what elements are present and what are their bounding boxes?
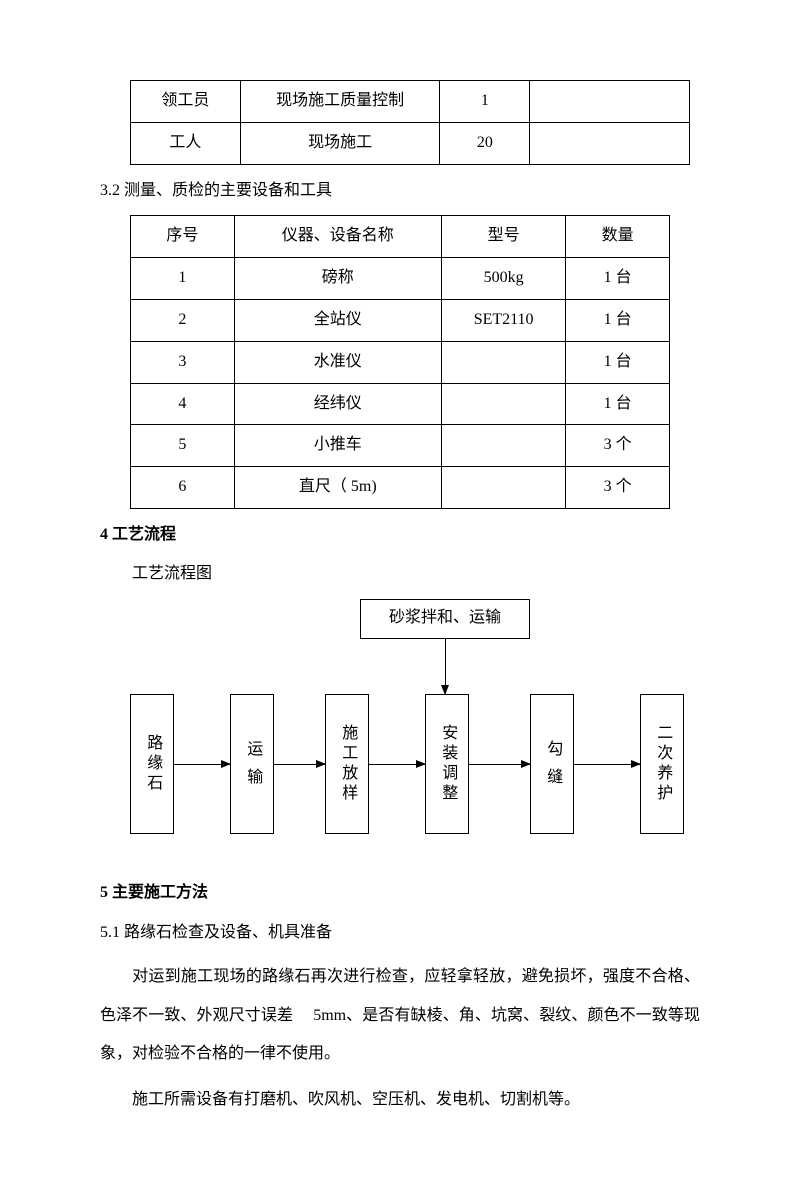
paragraph-2: 施工所需设备有打磨机、吹风机、空压机、发电机、切割机等。 [100,1081,700,1119]
equipment-table: 序号 仪器、设备名称 型号 数量 1磅称500kg1 台 2全站仪SET2110… [130,215,670,509]
arrow-right-icon [174,764,230,765]
arrow-right-icon [369,764,425,765]
table-row: 2全站仪SET21101 台 [131,299,670,341]
paragraph-1-text: 对运到施工现场的路缘石再次进行检查，应轻拿轻放，避免损坏，强度不合格、色泽不一致… [100,968,700,1062]
table-row: 5小推车3 个 [131,425,670,467]
arrow-down-icon [445,639,446,694]
col-header: 序号 [131,216,235,258]
table-row: 领工员 现场施工质量控制 1 [131,81,690,123]
heading-5-text: 5 主要施工方法 [100,884,208,901]
col-header: 仪器、设备名称 [234,216,441,258]
heading-4-text: 4 工艺流程 [100,526,176,543]
personnel-table: 领工员 现场施工质量控制 1 工人 现场施工 20 [130,80,690,165]
section-5-heading: 5 主要施工方法 [100,879,700,908]
cell: 现场施工质量控制 [240,81,440,123]
col-header: 数量 [566,216,670,258]
paragraph-2-text: 施工所需设备有打磨机、吹风机、空压机、发电机、切割机等。 [132,1091,580,1108]
table-row: 3水准仪1 台 [131,341,670,383]
cell: 领工员 [131,81,241,123]
flow-node-3: 施工放样 [325,694,369,834]
col-header: 型号 [441,216,565,258]
process-flowchart: 砂浆拌和、运输 路缘石 运 输 施工放样 安装调整 勾 缝 二次养护 [100,599,720,859]
arrow-right-icon [469,764,530,765]
section-4-subtitle: 工艺流程图 [100,560,700,589]
cell: 现场施工 [240,122,440,164]
flow-node-5: 勾 缝 [530,694,574,834]
section-4-heading: 4 工艺流程 [100,521,700,550]
table-header-row: 序号 仪器、设备名称 型号 数量 [131,216,670,258]
flow-node-6: 二次养护 [640,694,684,834]
table-row: 1磅称500kg1 台 [131,258,670,300]
cell: 1 [440,81,530,123]
cell [530,81,690,123]
table-row: 工人 现场施工 20 [131,122,690,164]
flow-node-4: 安装调整 [425,694,469,834]
arrow-right-icon [574,764,640,765]
section-3-2-title: 3.2 测量、质检的主要设备和工具 [100,177,700,206]
section-5-1-title: 5.1 路缘石检查及设备、机具准备 [100,919,700,948]
table-row: 6直尺（ 5m)3 个 [131,467,670,509]
paragraph-1: 对运到施工现场的路缘石再次进行检查，应轻拿轻放，避免损坏，强度不合格、色泽不一致… [100,958,700,1073]
flow-node-2: 运 输 [230,694,274,834]
arrow-right-icon [274,764,325,765]
cell: 工人 [131,122,241,164]
table-row: 4经纬仪1 台 [131,383,670,425]
cell [530,122,690,164]
cell: 20 [440,122,530,164]
flow-node-top: 砂浆拌和、运输 [360,599,530,639]
flow-node-1: 路缘石 [130,694,174,834]
